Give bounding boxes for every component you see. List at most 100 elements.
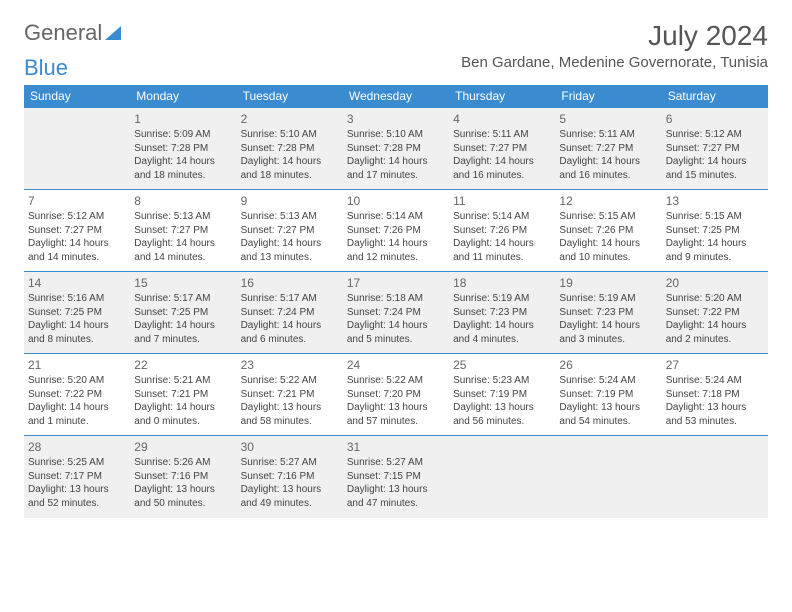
day-cell: 23Sunrise: 5:22 AMSunset: 7:21 PMDayligh… (237, 354, 343, 436)
week-row: 28Sunrise: 5:25 AMSunset: 7:17 PMDayligh… (24, 436, 768, 518)
day-number: 21 (28, 357, 126, 373)
day-cell: 27Sunrise: 5:24 AMSunset: 7:18 PMDayligh… (662, 354, 768, 436)
sunset-text: Sunset: 7:24 PM (347, 306, 445, 320)
day-cell: 24Sunrise: 5:22 AMSunset: 7:20 PMDayligh… (343, 354, 449, 436)
sunrise-text: Sunrise: 5:13 AM (134, 210, 232, 224)
week-row: 7Sunrise: 5:12 AMSunset: 7:27 PMDaylight… (24, 190, 768, 272)
daylight-text-2: and 52 minutes. (28, 497, 126, 511)
daylight-text-1: Daylight: 14 hours (453, 319, 551, 333)
sunset-text: Sunset: 7:27 PM (453, 142, 551, 156)
daylight-text-1: Daylight: 14 hours (241, 319, 339, 333)
daylight-text-1: Daylight: 13 hours (559, 401, 657, 415)
day-cell: 12Sunrise: 5:15 AMSunset: 7:26 PMDayligh… (555, 190, 661, 272)
day-cell: 8Sunrise: 5:13 AMSunset: 7:27 PMDaylight… (130, 190, 236, 272)
day-cell (24, 108, 130, 190)
daylight-text-1: Daylight: 13 hours (28, 483, 126, 497)
daylight-text-2: and 7 minutes. (134, 333, 232, 347)
daylight-text-2: and 8 minutes. (28, 333, 126, 347)
sunset-text: Sunset: 7:28 PM (347, 142, 445, 156)
day-number: 17 (347, 275, 445, 291)
daylight-text-2: and 11 minutes. (453, 251, 551, 265)
sunset-text: Sunset: 7:25 PM (134, 306, 232, 320)
day-number: 20 (666, 275, 764, 291)
daylight-text-2: and 16 minutes. (559, 169, 657, 183)
day-number: 4 (453, 111, 551, 127)
daylight-text-1: Daylight: 13 hours (134, 483, 232, 497)
week-row: 14Sunrise: 5:16 AMSunset: 7:25 PMDayligh… (24, 272, 768, 354)
day-cell: 1Sunrise: 5:09 AMSunset: 7:28 PMDaylight… (130, 108, 236, 190)
logo-text-2: Blue (24, 55, 768, 81)
sunrise-text: Sunrise: 5:12 AM (666, 128, 764, 142)
daylight-text-1: Daylight: 14 hours (134, 155, 232, 169)
sunrise-text: Sunrise: 5:21 AM (134, 374, 232, 388)
day-number: 9 (241, 193, 339, 209)
sunset-text: Sunset: 7:21 PM (241, 388, 339, 402)
day-cell: 9Sunrise: 5:13 AMSunset: 7:27 PMDaylight… (237, 190, 343, 272)
day-number: 26 (559, 357, 657, 373)
sunset-text: Sunset: 7:16 PM (241, 470, 339, 484)
sunrise-text: Sunrise: 5:10 AM (241, 128, 339, 142)
day-cell: 28Sunrise: 5:25 AMSunset: 7:17 PMDayligh… (24, 436, 130, 518)
sunset-text: Sunset: 7:26 PM (347, 224, 445, 238)
daylight-text-1: Daylight: 14 hours (347, 237, 445, 251)
day-header-row: SundayMondayTuesdayWednesdayThursdayFrid… (24, 85, 768, 108)
day-number: 27 (666, 357, 764, 373)
daylight-text-2: and 58 minutes. (241, 415, 339, 429)
week-row: 21Sunrise: 5:20 AMSunset: 7:22 PMDayligh… (24, 354, 768, 436)
sunset-text: Sunset: 7:27 PM (559, 142, 657, 156)
day-cell: 4Sunrise: 5:11 AMSunset: 7:27 PMDaylight… (449, 108, 555, 190)
daylight-text-1: Daylight: 13 hours (453, 401, 551, 415)
sunrise-text: Sunrise: 5:10 AM (347, 128, 445, 142)
sunset-text: Sunset: 7:27 PM (241, 224, 339, 238)
day-cell: 13Sunrise: 5:15 AMSunset: 7:25 PMDayligh… (662, 190, 768, 272)
logo-triangle-icon (105, 20, 121, 46)
day-cell: 20Sunrise: 5:20 AMSunset: 7:22 PMDayligh… (662, 272, 768, 354)
sunrise-text: Sunrise: 5:18 AM (347, 292, 445, 306)
day-cell: 5Sunrise: 5:11 AMSunset: 7:27 PMDaylight… (555, 108, 661, 190)
sunset-text: Sunset: 7:27 PM (28, 224, 126, 238)
day-cell: 19Sunrise: 5:19 AMSunset: 7:23 PMDayligh… (555, 272, 661, 354)
day-number: 31 (347, 439, 445, 455)
daylight-text-2: and 12 minutes. (347, 251, 445, 265)
sunrise-text: Sunrise: 5:17 AM (241, 292, 339, 306)
day-cell: 11Sunrise: 5:14 AMSunset: 7:26 PMDayligh… (449, 190, 555, 272)
daylight-text-2: and 57 minutes. (347, 415, 445, 429)
day-number: 16 (241, 275, 339, 291)
day-header-saturday: Saturday (662, 85, 768, 108)
day-number: 13 (666, 193, 764, 209)
daylight-text-2: and 18 minutes. (134, 169, 232, 183)
daylight-text-1: Daylight: 14 hours (241, 155, 339, 169)
sunrise-text: Sunrise: 5:14 AM (347, 210, 445, 224)
day-number: 18 (453, 275, 551, 291)
daylight-text-1: Daylight: 14 hours (666, 319, 764, 333)
day-number: 30 (241, 439, 339, 455)
day-number: 28 (28, 439, 126, 455)
sunset-text: Sunset: 7:26 PM (559, 224, 657, 238)
sunset-text: Sunset: 7:15 PM (347, 470, 445, 484)
sunrise-text: Sunrise: 5:22 AM (347, 374, 445, 388)
day-cell: 26Sunrise: 5:24 AMSunset: 7:19 PMDayligh… (555, 354, 661, 436)
day-cell: 2Sunrise: 5:10 AMSunset: 7:28 PMDaylight… (237, 108, 343, 190)
daylight-text-2: and 18 minutes. (241, 169, 339, 183)
daylight-text-2: and 47 minutes. (347, 497, 445, 511)
sunset-text: Sunset: 7:25 PM (28, 306, 126, 320)
daylight-text-2: and 2 minutes. (666, 333, 764, 347)
daylight-text-2: and 13 minutes. (241, 251, 339, 265)
daylight-text-2: and 1 minute. (28, 415, 126, 429)
day-cell: 15Sunrise: 5:17 AMSunset: 7:25 PMDayligh… (130, 272, 236, 354)
day-number: 23 (241, 357, 339, 373)
daylight-text-1: Daylight: 14 hours (559, 319, 657, 333)
day-cell: 14Sunrise: 5:16 AMSunset: 7:25 PMDayligh… (24, 272, 130, 354)
day-cell: 18Sunrise: 5:19 AMSunset: 7:23 PMDayligh… (449, 272, 555, 354)
day-number: 6 (666, 111, 764, 127)
sunrise-text: Sunrise: 5:17 AM (134, 292, 232, 306)
sunset-text: Sunset: 7:19 PM (453, 388, 551, 402)
sunrise-text: Sunrise: 5:19 AM (453, 292, 551, 306)
sunset-text: Sunset: 7:21 PM (134, 388, 232, 402)
day-number: 3 (347, 111, 445, 127)
sunset-text: Sunset: 7:28 PM (241, 142, 339, 156)
day-number: 10 (347, 193, 445, 209)
sunrise-text: Sunrise: 5:26 AM (134, 456, 232, 470)
daylight-text-1: Daylight: 14 hours (453, 237, 551, 251)
daylight-text-2: and 15 minutes. (666, 169, 764, 183)
